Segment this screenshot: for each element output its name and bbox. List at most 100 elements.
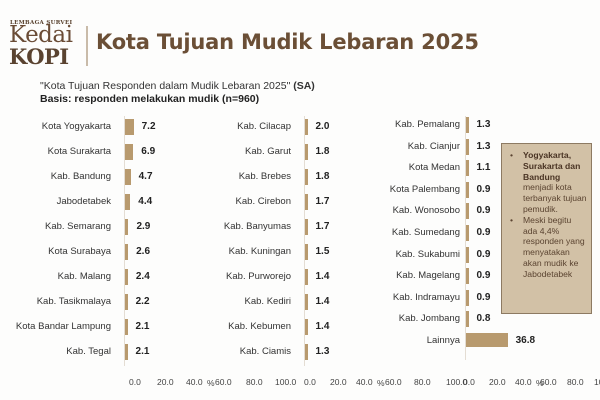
category-label: Kab. Cianjur	[407, 140, 460, 152]
category-label: Kab. Cirebon	[235, 196, 291, 207]
value-label: 1.8	[315, 171, 330, 182]
value-label: 1.8	[315, 146, 330, 157]
value-label: 1.4	[315, 321, 330, 332]
category-label: Kota Palembang	[389, 183, 460, 195]
category-label: Kab. Sumedang	[391, 227, 460, 238]
category-label: Kab. Tegal	[66, 346, 111, 357]
category-label: Kab. Brebes	[238, 171, 291, 182]
logo-kedai: Kedai	[9, 22, 73, 48]
category-label: Kab. Kuningan	[228, 246, 291, 257]
category-label: Kab. Bandung	[50, 171, 111, 182]
data-bar	[466, 160, 469, 177]
x-tick-label: 40.0	[515, 377, 532, 387]
value-label: 1.3	[476, 119, 491, 130]
logo-kopi: KOPI	[9, 44, 69, 69]
data-bar	[466, 138, 469, 155]
data-bar	[125, 169, 131, 185]
x-tick-label: 80.0	[246, 377, 263, 387]
insight-note-box: • Yogyakarta, Surakarta dan Bandung menj…	[501, 143, 592, 314]
logo-divider	[86, 26, 88, 66]
category-label: Kota Surakarta	[47, 146, 111, 157]
x-tick-label: 100.0	[594, 377, 600, 387]
kedai-kopi-logo: LEMBAGA SURVEI Kedai KOPI	[7, 18, 88, 70]
category-label: Kab. Indramayu	[392, 291, 460, 303]
value-label: 1.5	[315, 246, 330, 257]
question-type: (SA)	[293, 80, 315, 92]
chart-question: "Kota Tujuan Responden dalam Mudik Lebar…	[40, 80, 315, 92]
x-tick-label: 20.0	[489, 377, 506, 387]
category-label: Kota Surabaya	[48, 246, 111, 257]
category-label: Lainnya	[426, 335, 460, 346]
value-label: 7.2	[141, 121, 156, 132]
data-bar	[305, 194, 308, 210]
data-bar	[125, 294, 128, 310]
x-tick-label: 0.0	[304, 377, 316, 387]
value-label: 1.3	[476, 140, 491, 152]
category-label: Kab. Banyumas	[223, 221, 291, 232]
data-bar	[305, 294, 308, 310]
note-item: • Meski begitu ada 4,4% responden yang m…	[506, 215, 587, 280]
value-label: 0.9	[476, 248, 491, 260]
x-tick-label: 40.0	[186, 377, 203, 387]
value-label: 0.9	[476, 227, 491, 238]
data-bar	[305, 344, 308, 360]
value-label: 2.9	[136, 221, 151, 232]
bullet-icon: •	[510, 214, 514, 225]
data-bar	[466, 203, 469, 220]
axis-line	[304, 116, 305, 366]
value-label: 1.4	[315, 296, 330, 307]
note-text: Meski begitu ada 4,4% responden yang men…	[523, 214, 585, 279]
data-bar	[305, 319, 308, 335]
x-tick-label: 40.0	[356, 377, 373, 387]
value-label: 1.1	[476, 162, 491, 174]
note-item: • Yogyakarta, Surakarta dan Bandung menj…	[506, 150, 587, 215]
value-label: 1.3	[315, 346, 330, 357]
data-bar	[305, 244, 308, 260]
value-label: 4.4	[138, 196, 153, 207]
value-label: 2.6	[136, 246, 151, 257]
data-bar	[125, 319, 128, 335]
data-bar	[125, 194, 131, 210]
value-label: 0.9	[476, 183, 491, 195]
category-label: Kab. Kebumen	[228, 321, 291, 332]
data-bar	[305, 119, 308, 135]
logo-tagline: LEMBAGA SURVEI	[10, 20, 73, 26]
data-bar	[125, 219, 129, 235]
bullet-icon: •	[510, 150, 514, 160]
value-label: 0.9	[476, 291, 491, 303]
category-label: Kab. Garut	[245, 146, 291, 157]
data-bar	[466, 311, 469, 328]
x-tick-label: 80.0	[414, 377, 431, 387]
value-label: 2.1	[135, 321, 150, 332]
axis-line	[124, 116, 125, 366]
data-bar	[125, 244, 129, 260]
data-bar	[466, 268, 469, 285]
axis-line	[465, 116, 466, 360]
data-bar	[466, 225, 469, 241]
note-text: menjadi kota terbanyak tujuan pemudik.	[523, 182, 587, 214]
value-label: 4.7	[138, 171, 153, 182]
data-bar	[466, 117, 469, 133]
x-axis-unit: %	[207, 378, 215, 388]
chart-basis: Basis: responden melakukan mudik (n=960)	[40, 93, 260, 105]
data-bar	[305, 169, 308, 185]
value-label: 0.9	[476, 270, 491, 282]
category-label: Kota Yogyakarta	[41, 121, 111, 132]
data-bar	[466, 289, 469, 306]
x-tick-label: 60.0	[540, 377, 557, 387]
value-label: 36.8	[515, 335, 536, 346]
data-bar	[466, 246, 469, 263]
value-label: 0.9	[476, 205, 491, 217]
value-label: 0.8	[476, 313, 491, 325]
x-tick-label: 60.0	[385, 377, 402, 387]
x-tick-label: 0.0	[129, 377, 141, 387]
category-label: Kab. Tasikmalaya	[36, 296, 111, 307]
category-label: Kab. Jombang	[398, 313, 460, 325]
question-text: "Kota Tujuan Responden dalam Mudik Lebar…	[40, 80, 291, 92]
data-bar	[466, 181, 469, 198]
category-label: Kab. Semarang	[44, 221, 111, 232]
value-label: 2.2	[135, 296, 150, 307]
data-bar	[305, 219, 308, 235]
value-label: 2.1	[135, 346, 150, 357]
category-label: Kota Bandar Lampung	[15, 321, 111, 332]
